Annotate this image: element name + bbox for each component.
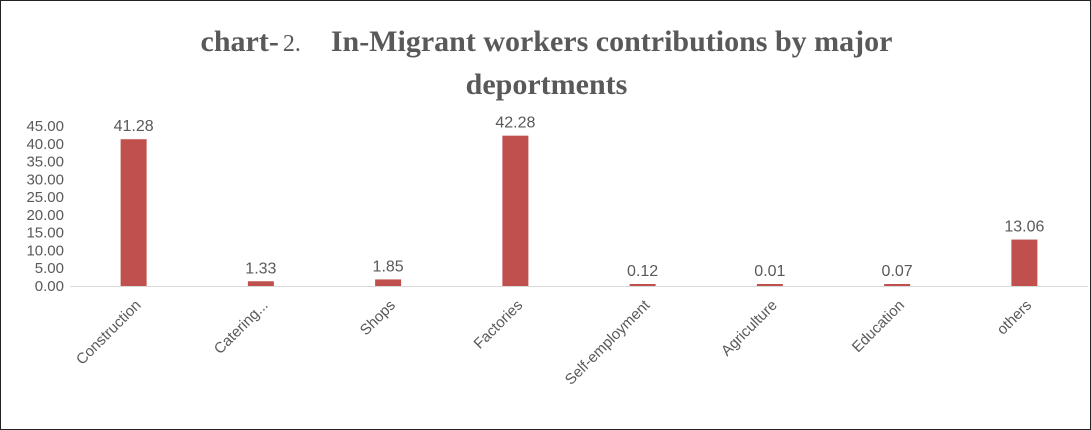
title-main: In-Migrant workers contributions by majo… (330, 25, 893, 58)
y-tick-label: 45.00 (26, 118, 64, 135)
title-number: 2. (282, 31, 301, 57)
data-label: 0.01 (754, 263, 785, 280)
x-axis-categories: Construction Catering... Shops Factories Sel… (73, 296, 1035, 388)
data-label: 42.28 (495, 115, 535, 132)
y-tick-label: 5.00 (35, 260, 64, 277)
x-category-label: Catering... (211, 297, 272, 358)
y-tick-label: 10.00 (26, 242, 64, 259)
bar-education (884, 284, 911, 286)
x-category-label: Factories (471, 297, 527, 353)
bar-others (1011, 239, 1038, 286)
bars (120, 135, 1038, 286)
x-category-label: Self-employment (562, 296, 654, 388)
data-label: 41.28 (114, 118, 154, 135)
y-tick-label: 40.00 (26, 136, 64, 153)
bar-agriculture (756, 284, 783, 286)
bar-factories (502, 135, 529, 286)
bar-self-employment (629, 284, 656, 286)
bar-catering (247, 281, 274, 286)
y-axis: 0.005.0010.0015.0020.0025.0030.0035.0040… (26, 118, 64, 295)
data-labels: 41.28 1.33 1.85 42.28 0.12 0.01 0.07 13.06 (114, 115, 1045, 280)
y-tick-label: 30.00 (26, 171, 64, 188)
title-prefix: chart- (200, 25, 279, 58)
x-category-label: Agriculture (718, 297, 781, 360)
x-category-label: others (994, 297, 1036, 339)
data-label: 0.12 (627, 263, 658, 280)
y-tick-label: 25.00 (26, 189, 64, 206)
x-category-label: Education (849, 297, 908, 356)
chart-title: chart- 2. In-Migrant workers contributio… (1, 23, 1091, 104)
data-label: 1.85 (373, 258, 404, 275)
bar-shops (375, 279, 402, 286)
title-line2: deportments (465, 68, 628, 101)
x-category-label: Shops (357, 297, 399, 339)
bar-construction (120, 139, 147, 286)
data-label: 0.07 (882, 263, 913, 280)
data-label: 13.06 (1004, 219, 1044, 236)
y-tick-label: 20.00 (26, 207, 64, 224)
data-label: 1.33 (245, 260, 276, 277)
y-tick-label: 35.00 (26, 154, 64, 171)
y-tick-label: 15.00 (26, 225, 64, 242)
y-tick-label: 0.00 (35, 278, 64, 295)
x-category-label: Construction (73, 297, 145, 369)
